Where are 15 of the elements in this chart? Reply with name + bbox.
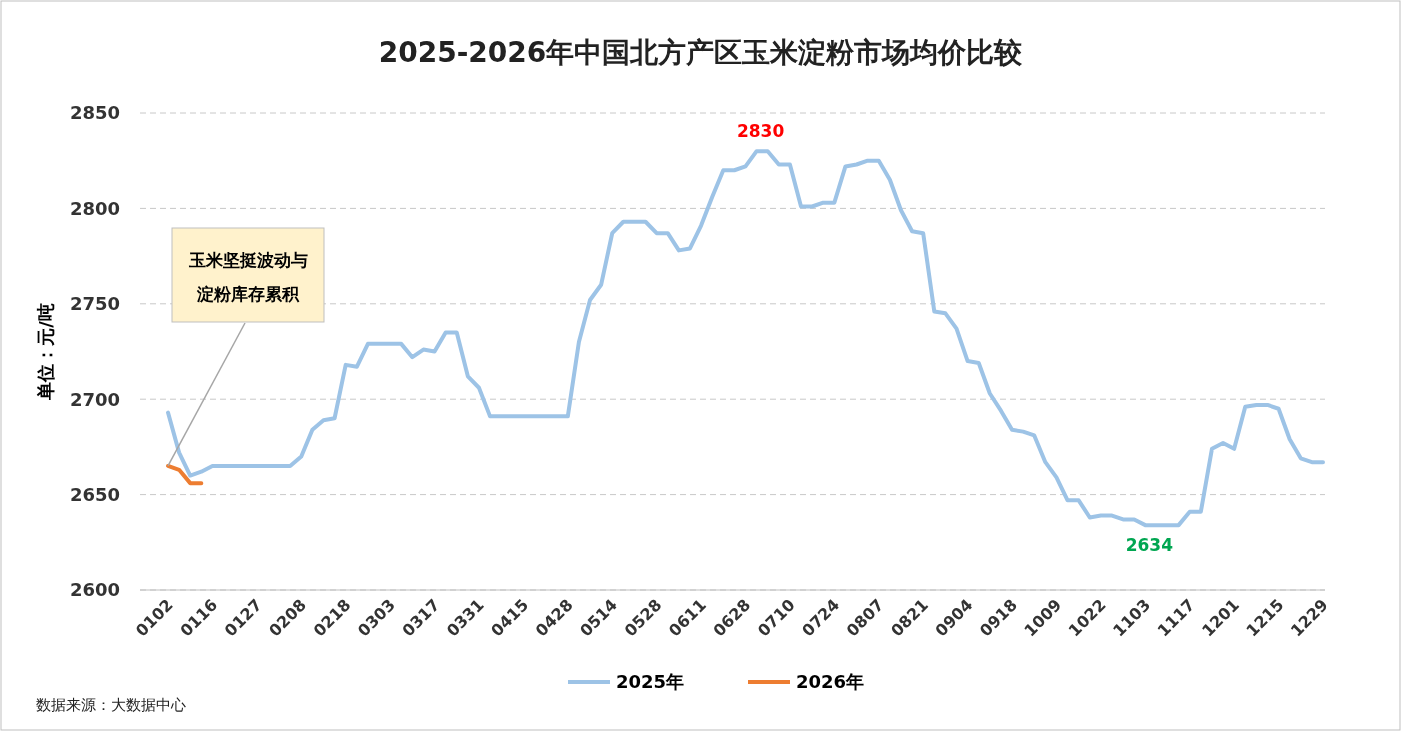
y-tick-label: 2850 [69, 102, 120, 124]
chart-title: 2025-2026年中国北方产区玉米淀粉市场均价比较 [378, 36, 1024, 69]
y-tick-label: 2600 [69, 579, 120, 601]
annotation: 2634 [1125, 535, 1174, 556]
y-tick-label: 2800 [69, 197, 120, 219]
legend-label: 2025年 [616, 671, 685, 693]
legend-label: 2026年 [796, 671, 865, 693]
line-series [166, 149, 1325, 528]
y-axis-title: 单位：元/吨 [35, 303, 56, 401]
y-tick-label: 2700 [69, 388, 120, 410]
annotation: 玉米坚挺波动与淀粉库存累积 [187, 250, 308, 304]
source-note: 数据来源：大数据中心 [36, 696, 186, 714]
y-tick-label: 2750 [69, 293, 120, 315]
annotation: 2830 [736, 121, 785, 142]
y-tick-label: 2650 [69, 483, 120, 505]
